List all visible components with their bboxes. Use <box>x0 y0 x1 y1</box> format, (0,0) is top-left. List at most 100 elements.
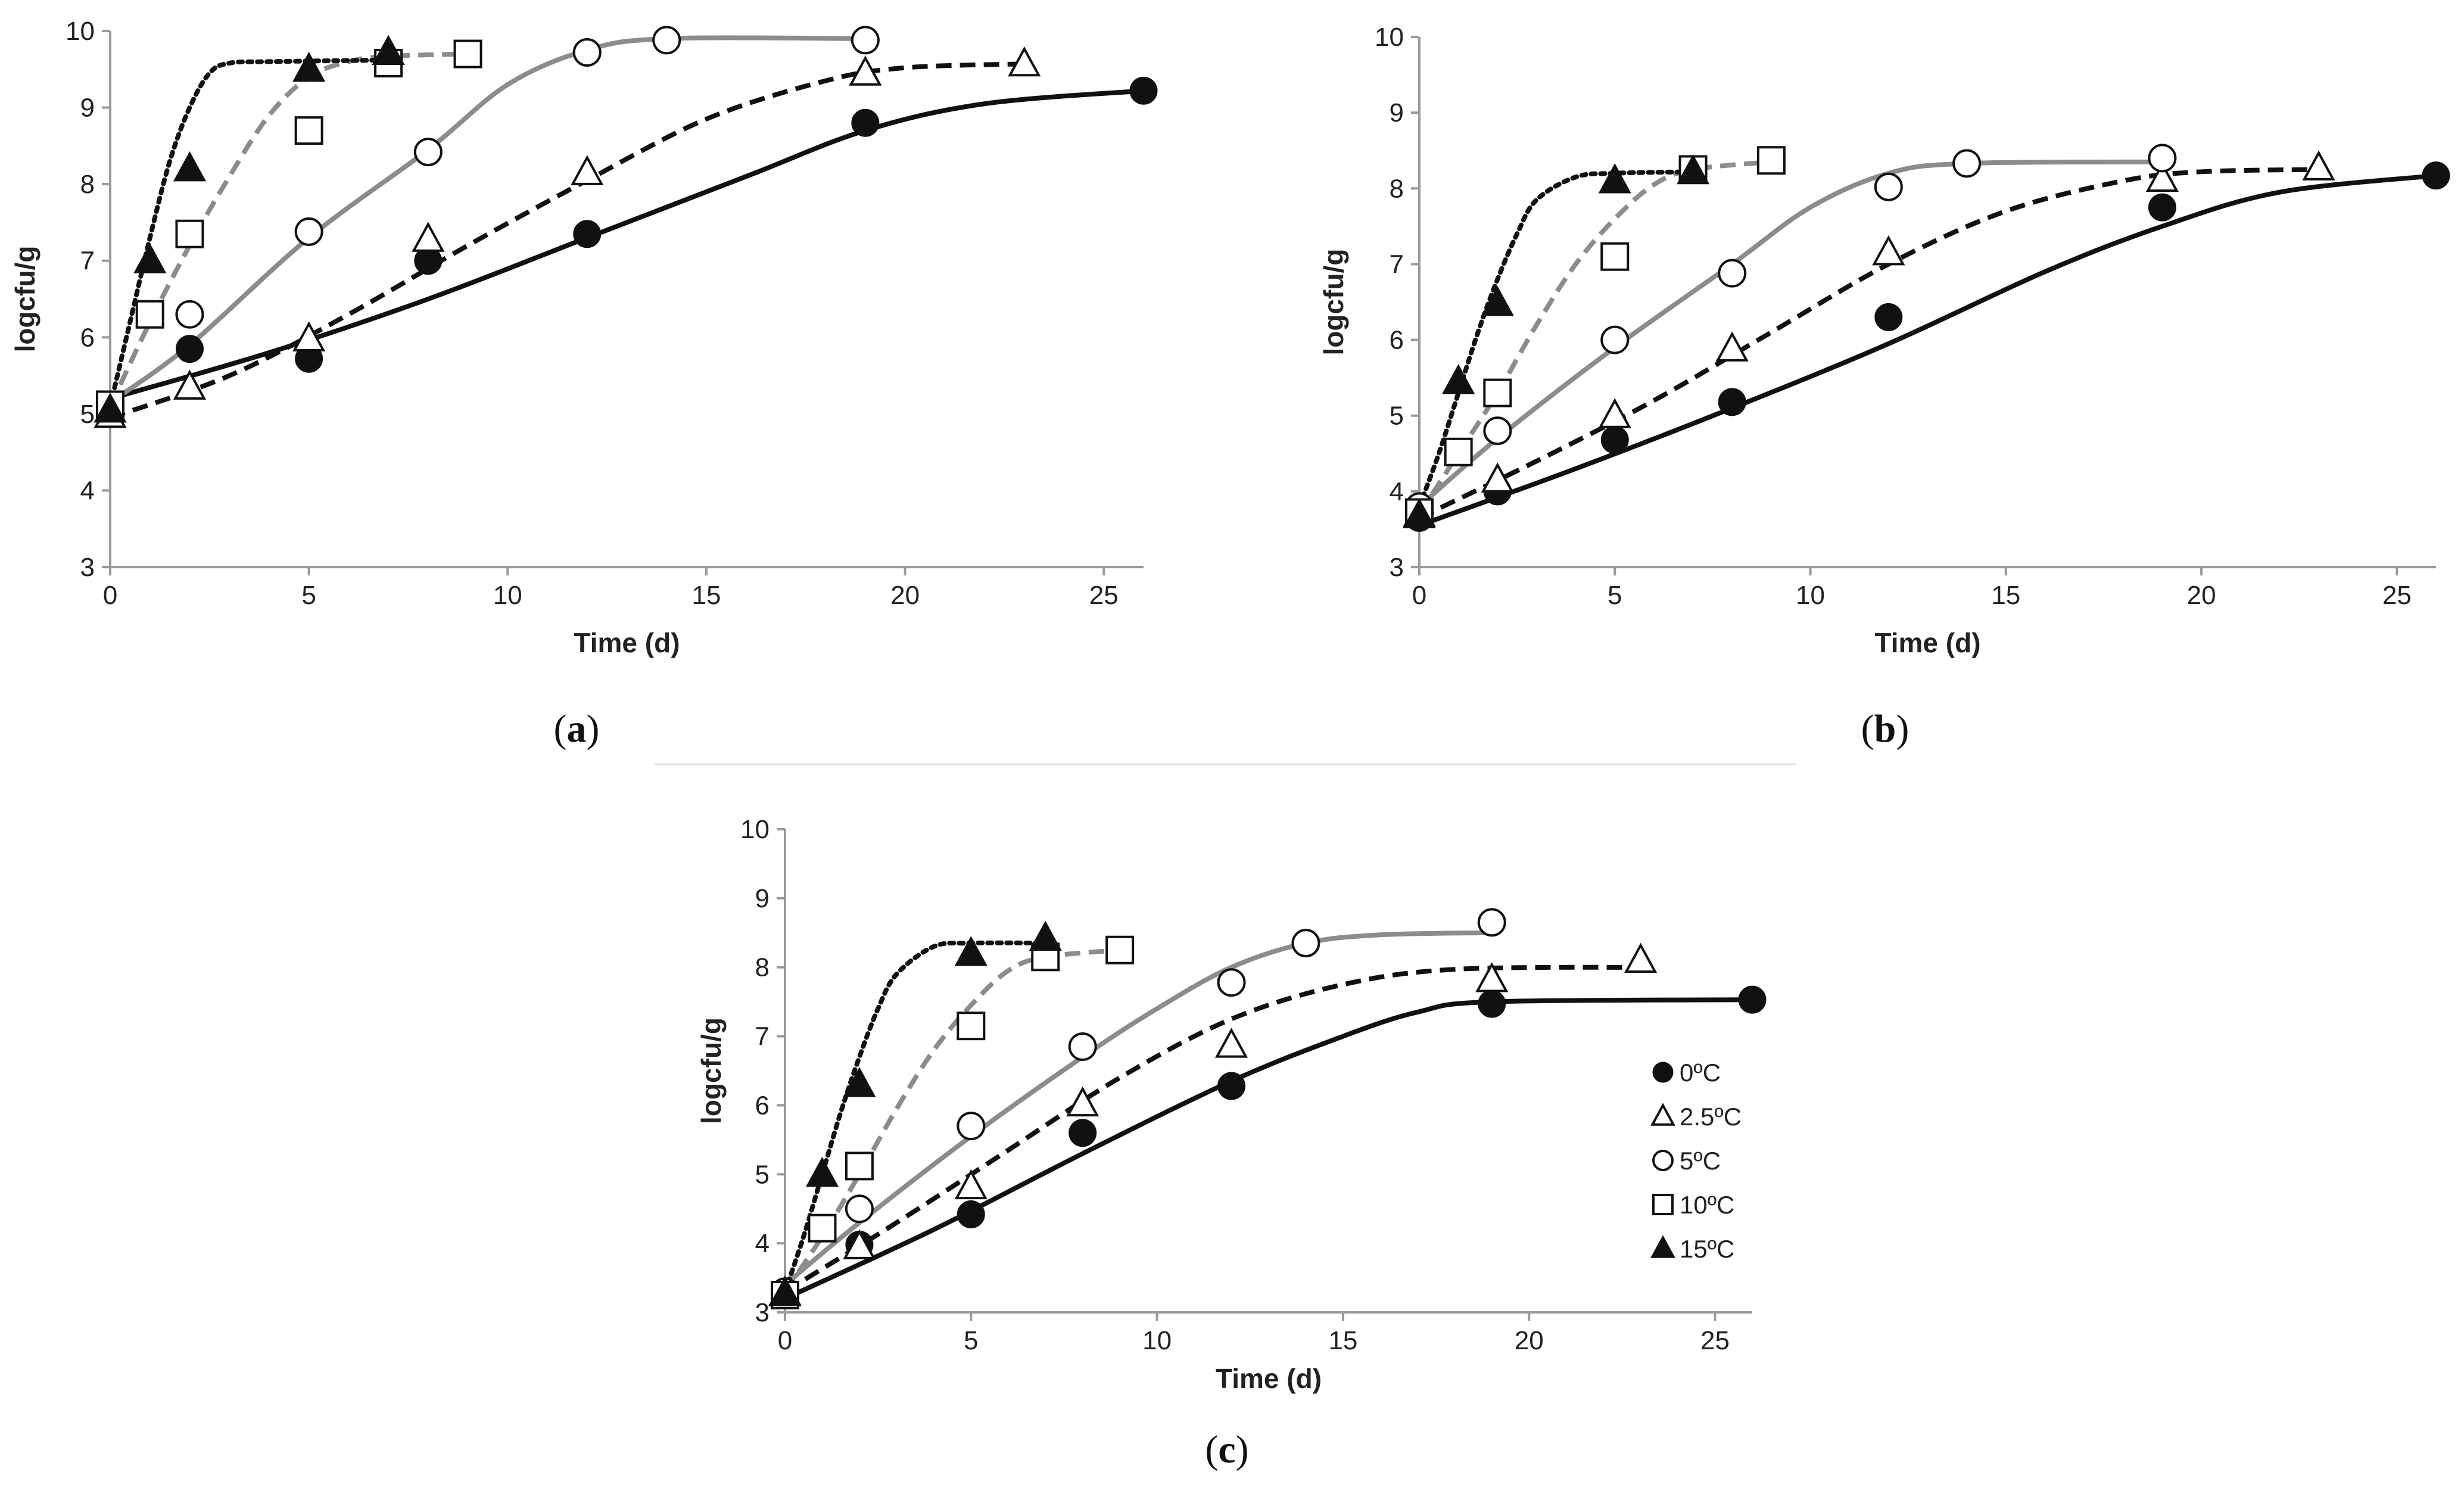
data-point-0ºC <box>1069 1119 1097 1147</box>
data-point-0ºC <box>1129 76 1158 105</box>
data-point-2.5ºC <box>173 369 207 400</box>
y-axis-title: logcfu/g <box>1318 249 1349 356</box>
x-tick-label: 5 <box>301 581 316 610</box>
y-tick-label: 7 <box>80 247 95 276</box>
fit-line-5ºC <box>1418 159 2163 509</box>
y-tick-label: 8 <box>755 953 770 982</box>
data-point-0ºC <box>2148 193 2176 222</box>
y-tick-label: 6 <box>80 323 95 352</box>
fit-line-2.5ºC <box>783 964 1641 1294</box>
data-point-15ºC <box>292 51 326 82</box>
y-tick-label: 5 <box>1390 402 1404 431</box>
panel-label-a: (a) <box>554 707 600 751</box>
data-point-10ºC <box>845 1152 874 1181</box>
data-point-0ºC <box>1478 989 1506 1018</box>
y-tick-label: 5 <box>80 400 95 429</box>
data-point-2.5ºC <box>954 1169 988 1200</box>
data-point-2.5ºC <box>1008 46 1041 77</box>
data-point-15ºC <box>1677 154 1710 185</box>
data-point-5ºC <box>413 138 443 167</box>
data-point-15ºC <box>1598 163 1631 194</box>
data-point-5ºC <box>957 1112 986 1141</box>
y-tick-label: 8 <box>80 170 95 199</box>
data-point-5ºC <box>845 1194 874 1224</box>
panel-b: 3 4 5 6 7 8 9 10 0 5 10 15 20 25 Time (d) logcfu/g (b) <box>1318 23 2450 751</box>
fit-line-5ºC <box>783 930 1492 1287</box>
data-point-10ºC <box>1105 935 1135 964</box>
x-tick-label: 15 <box>691 581 721 610</box>
data-point-10ºC <box>1483 378 1512 407</box>
data-point-0ºC <box>851 108 880 137</box>
data-point-5ºC <box>1291 929 1320 958</box>
legend-label-15ºC: 15ºC <box>1680 1235 1734 1263</box>
x-axis-title: Time (d) <box>574 627 680 658</box>
legend-marker-10ºC <box>1652 1194 1674 1215</box>
fit-line-15ºC <box>1417 169 1696 509</box>
data-point-10ºC <box>453 39 482 69</box>
data-point-5ºC <box>1068 1032 1097 1061</box>
data-point-2.5ºC <box>1475 962 1509 992</box>
data-point-15ºC <box>1403 498 1436 528</box>
data-point-5ºC <box>175 300 204 329</box>
data-point-10ºC <box>135 300 164 329</box>
data-point-15ºC <box>954 936 988 966</box>
data-point-15ºC <box>133 243 167 273</box>
y-tick-label: 7 <box>1390 250 1404 279</box>
x-tick-label: 20 <box>890 581 920 610</box>
data-point-15ºC <box>768 1276 802 1306</box>
data-point-0ºC <box>957 1200 985 1228</box>
panel-label-b: (b) <box>1861 707 1909 751</box>
data-point-10ºC <box>957 1012 986 1041</box>
x-tick-label: 0 <box>1412 581 1426 610</box>
y-tick-label: 6 <box>1390 326 1404 355</box>
fit-line-10ºC <box>108 51 468 407</box>
x-tick-label: 20 <box>1515 1326 1544 1355</box>
x-axis-title: Time (d) <box>1216 1363 1322 1394</box>
fit-line-0ºC <box>109 88 1144 401</box>
data-point-2.5ºC <box>1598 398 1631 428</box>
data-point-10ºC <box>1756 146 1786 175</box>
fit-line-2.5ºC <box>109 61 1024 421</box>
legend-marker-15ºC <box>1650 1235 1675 1258</box>
legend-marker-5ºC <box>1652 1150 1674 1171</box>
x-tick-label: 25 <box>2382 581 2412 610</box>
data-point-5ºC <box>2148 144 2177 173</box>
data-point-0ºC <box>1217 1072 1246 1100</box>
data-point-5ºC <box>1874 172 1903 201</box>
data-point-2.5ºC <box>1214 1028 1248 1058</box>
data-point-2.5ºC <box>1066 1086 1099 1117</box>
y-tick-label: 3 <box>1390 553 1404 582</box>
fit-line-0ºC <box>1418 173 2437 528</box>
y-tick-label: 8 <box>1390 174 1404 203</box>
x-tick-label: 25 <box>1089 581 1119 610</box>
x-tick-label: 25 <box>1700 1326 1730 1355</box>
data-point-2.5ºC <box>2302 150 2335 181</box>
x-tick-label: 0 <box>103 581 117 610</box>
x-tick-label: 10 <box>1796 581 1825 610</box>
data-point-10ºC <box>175 219 204 248</box>
data-point-5ºC <box>1952 149 1982 178</box>
data-point-5ºC <box>572 38 602 67</box>
y-tick-label: 5 <box>755 1160 770 1189</box>
legend-label-10ºC: 10ºC <box>1680 1191 1734 1219</box>
data-point-10ºC <box>808 1213 837 1243</box>
data-point-15ºC <box>372 35 405 65</box>
legend-marker-2.5ºC <box>1650 1103 1675 1126</box>
data-point-2.5ºC <box>849 55 882 86</box>
data-point-2.5ºC <box>1481 462 1514 493</box>
data-point-0ºC <box>1874 303 1903 331</box>
panel-a: 3 4 5 6 7 8 9 10 0 5 10 15 20 25 Time (d) logcfu/g (a) <box>10 17 1158 751</box>
x-tick-label: 5 <box>1608 581 1622 610</box>
data-point-10ºC <box>1600 242 1630 271</box>
y-tick-label: 4 <box>1390 477 1404 506</box>
data-point-5ºC <box>1483 416 1512 446</box>
data-point-0ºC <box>2422 161 2450 190</box>
y-tick-label: 6 <box>755 1091 770 1120</box>
data-point-5ºC <box>294 217 323 246</box>
data-point-2.5ºC <box>1624 942 1658 973</box>
y-tick-label: 3 <box>755 1298 770 1327</box>
data-point-5ºC <box>851 26 880 55</box>
data-point-2.5ºC <box>1872 235 1905 266</box>
data-point-5ºC <box>1217 968 1246 997</box>
